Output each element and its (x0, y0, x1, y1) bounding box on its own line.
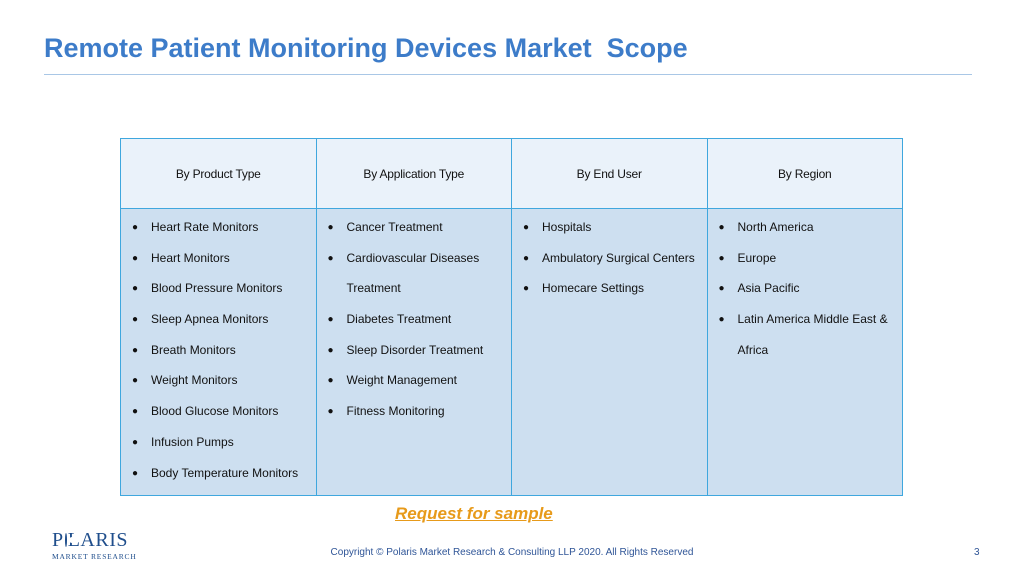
bullet-icon: ● (718, 314, 725, 326)
list-item: ● Asia Pacific (708, 280, 903, 311)
slide-title: Remote Patient Monitoring Devices Market… (44, 33, 688, 63)
bullet-icon: ● (132, 467, 139, 479)
region-cell: ● North America ● Europe ● Asia Pacific ● Latin… (706, 207, 903, 497)
list-item-text: Infusion Pumps (151, 434, 234, 449)
product-type-list: ● Heart Rate Monitors ● Heart Monitors ● Bloo… (121, 209, 316, 495)
list-item-text: Heart Rate Monitors (151, 220, 259, 234)
list-item: ● Cardiovascular Diseases (317, 250, 512, 281)
title-divider (44, 74, 972, 75)
bullet-icon: ● (523, 252, 530, 264)
list-item-text: Sleep Disorder Treatment (346, 342, 484, 357)
list-item-text: Ambulatory Surgical Centers (542, 250, 695, 265)
application-type-list: ● Cancer Treatment ● Cardiovascular Disease… (317, 209, 512, 434)
list-item: ● North America (708, 219, 903, 250)
bullet-icon: ● (132, 283, 139, 295)
bullet-icon: ● (718, 283, 725, 295)
list-item: ● Blood Glucose Monitors (121, 403, 316, 434)
list-item-text: Homecare Settings (542, 281, 645, 296)
list-item-text: Body Temperature Monitors (151, 465, 299, 480)
bullet-icon: ● (327, 406, 334, 418)
list-item-text: Treatment (346, 281, 401, 296)
market-scope-table: By Product Type By Application Type By E… (120, 138, 903, 497)
list-item-text: Weight Management (346, 373, 458, 388)
list-item: Treatment (317, 280, 512, 311)
table-header-row: By Product Type By Application Type By E… (120, 138, 903, 209)
page-number: 3 (974, 547, 980, 558)
bullet-icon: ● (327, 344, 334, 356)
list-item-text: Fitness Monitoring (346, 404, 445, 419)
request-sample-link[interactable]: Request for sample (395, 504, 553, 523)
logo-o-circle-icon (64, 533, 76, 547)
list-item: ● Weight Management (317, 372, 512, 403)
list-item-text: Blood Pressure Monitors (151, 281, 283, 296)
header-end-user: By End User (511, 138, 708, 209)
bullet-icon: ● (132, 344, 139, 356)
list-item-text: Diabetes Treatment (346, 312, 452, 327)
polaris-logo: P LARIS MARKET RESEARCH (52, 530, 137, 562)
bullet-icon: ● (327, 252, 334, 264)
product-type-cell: ● Heart Rate Monitors ● Heart Monitors ● Bloo… (120, 207, 317, 497)
list-item: ● Sleep Apnea Monitors (121, 311, 316, 342)
bullet-icon: ● (327, 314, 334, 326)
list-item: ● Weight Monitors (121, 372, 316, 403)
list-item: ● Hospitals (512, 219, 707, 250)
list-item: ● Cancer Treatment (317, 219, 512, 250)
list-item: ● Heart Monitors (121, 250, 316, 281)
list-item-text: Europe (737, 250, 777, 265)
list-item: ● Blood Pressure Monitors (121, 280, 316, 311)
list-item: ● Infusion Pumps (121, 434, 316, 465)
list-item: ● Europe (708, 250, 903, 281)
bullet-icon: ● (132, 222, 139, 233)
bullet-icon: ● (327, 375, 334, 387)
logo-letters: LARIS (67, 529, 128, 551)
list-item-text: Cancer Treatment (346, 220, 443, 234)
list-item: ● Body Temperature Monitors (121, 465, 316, 496)
list-item: Africa (708, 342, 903, 373)
end-user-cell: ● Hospitals ● Ambulatory Surgical Centers ● H… (511, 207, 708, 497)
list-item: ● Homecare Settings (512, 280, 707, 311)
list-item-text: Hospitals (542, 220, 592, 234)
logo-subtitle: MARKET RESEARCH (52, 552, 137, 561)
header-application-type: By Application Type (315, 138, 512, 209)
bullet-icon: ● (132, 436, 139, 448)
copyright-notice: Copyright © Polaris Market Research & Co… (330, 547, 694, 558)
region-list: ● North America ● Europe ● Asia Pacific ● Latin… (708, 209, 903, 372)
logo-letter-p: P (52, 529, 64, 551)
list-item: ● Latin America Middle East & (708, 311, 903, 342)
list-item-text: North America (737, 220, 814, 234)
header-region: By Region (706, 138, 903, 209)
bullet-icon: ● (327, 222, 334, 233)
list-item-text: Blood Glucose Monitors (151, 404, 279, 419)
bullet-icon: ● (718, 222, 725, 233)
application-type-cell: ● Cancer Treatment ● Cardiovascular Disease… (315, 207, 512, 497)
table-body-row: ● Heart Rate Monitors ● Heart Monitors ● Bloo… (120, 207, 903, 497)
list-item: ● Fitness Monitoring (317, 403, 512, 434)
list-item-text: Asia Pacific (737, 281, 800, 296)
bullet-icon: ● (132, 314, 139, 326)
list-item: ● Diabetes Treatment (317, 311, 512, 342)
bullet-icon: ● (523, 222, 530, 233)
bullet-icon: ● (132, 406, 139, 418)
list-item-text: Cardiovascular Diseases (346, 250, 480, 265)
list-item-text: Heart Monitors (151, 250, 230, 265)
list-item: ● Ambulatory Surgical Centers (512, 250, 707, 281)
list-item-text: Latin America Middle East & (737, 312, 888, 327)
header-product-type: By Product Type (120, 138, 317, 209)
logo-wordmark: P LARIS (52, 530, 128, 550)
bullet-icon: ● (523, 283, 530, 295)
list-item-text: Sleep Apnea Monitors (151, 312, 269, 327)
list-item-text: Africa (737, 342, 769, 357)
list-item: ● Sleep Disorder Treatment (317, 342, 512, 373)
list-item: ● Heart Rate Monitors (121, 219, 316, 250)
bullet-icon: ● (132, 252, 139, 264)
end-user-list: ● Hospitals ● Ambulatory Surgical Centers ● H… (512, 209, 707, 311)
bullet-icon: ● (132, 375, 139, 387)
list-item-text: Breath Monitors (151, 342, 236, 357)
list-item-text: Weight Monitors (151, 373, 238, 388)
list-item: ● Breath Monitors (121, 342, 316, 373)
bullet-icon: ● (718, 252, 725, 264)
